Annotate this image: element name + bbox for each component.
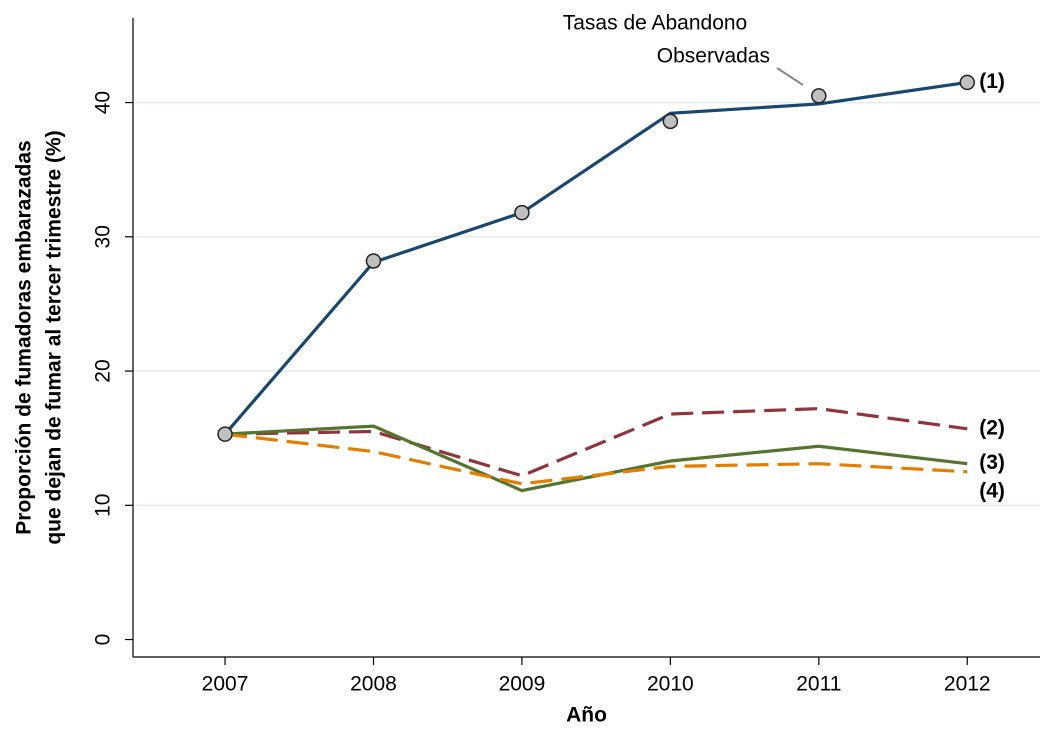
annotation: Tasas de Abandono [563,12,748,35]
observed-point [811,88,827,104]
x-tick-label: 2009 [499,673,546,696]
x-tick-label: 2007 [202,673,249,696]
y-tick-label: 30 [92,225,115,248]
y-tick-label: 20 [92,359,115,382]
series-label: (3) [979,451,1005,474]
y-axis-title: Proporción de fumadoras embarazadas [13,140,36,534]
x-tick-label: 2008 [350,673,397,696]
line-series [224,424,968,493]
line-series [223,80,968,436]
series-label: (4) [979,479,1005,502]
y-tick-label: 0 [92,634,115,646]
series-label: (1) [979,70,1005,93]
observed-point [365,253,382,269]
x-tick-label: 2010 [647,673,694,696]
annotation: Observadas [657,45,770,68]
x-tick-label: 2012 [944,673,991,696]
x-tick-label: 2011 [796,673,841,696]
y-tick-label: 10 [92,494,115,517]
observed-point [217,426,233,442]
x-axis-title: Año [566,704,607,727]
line-series [225,407,968,478]
y-tick-label: 40 [92,91,115,114]
observed-point [959,74,976,91]
observed-point [514,204,530,221]
line-series [224,432,968,486]
series-label: (2) [979,416,1005,439]
annotation-pointer [776,67,804,86]
observed-point [662,113,679,130]
y-axis-title: que dejan de fumar al tercer trimestre (… [43,130,66,544]
